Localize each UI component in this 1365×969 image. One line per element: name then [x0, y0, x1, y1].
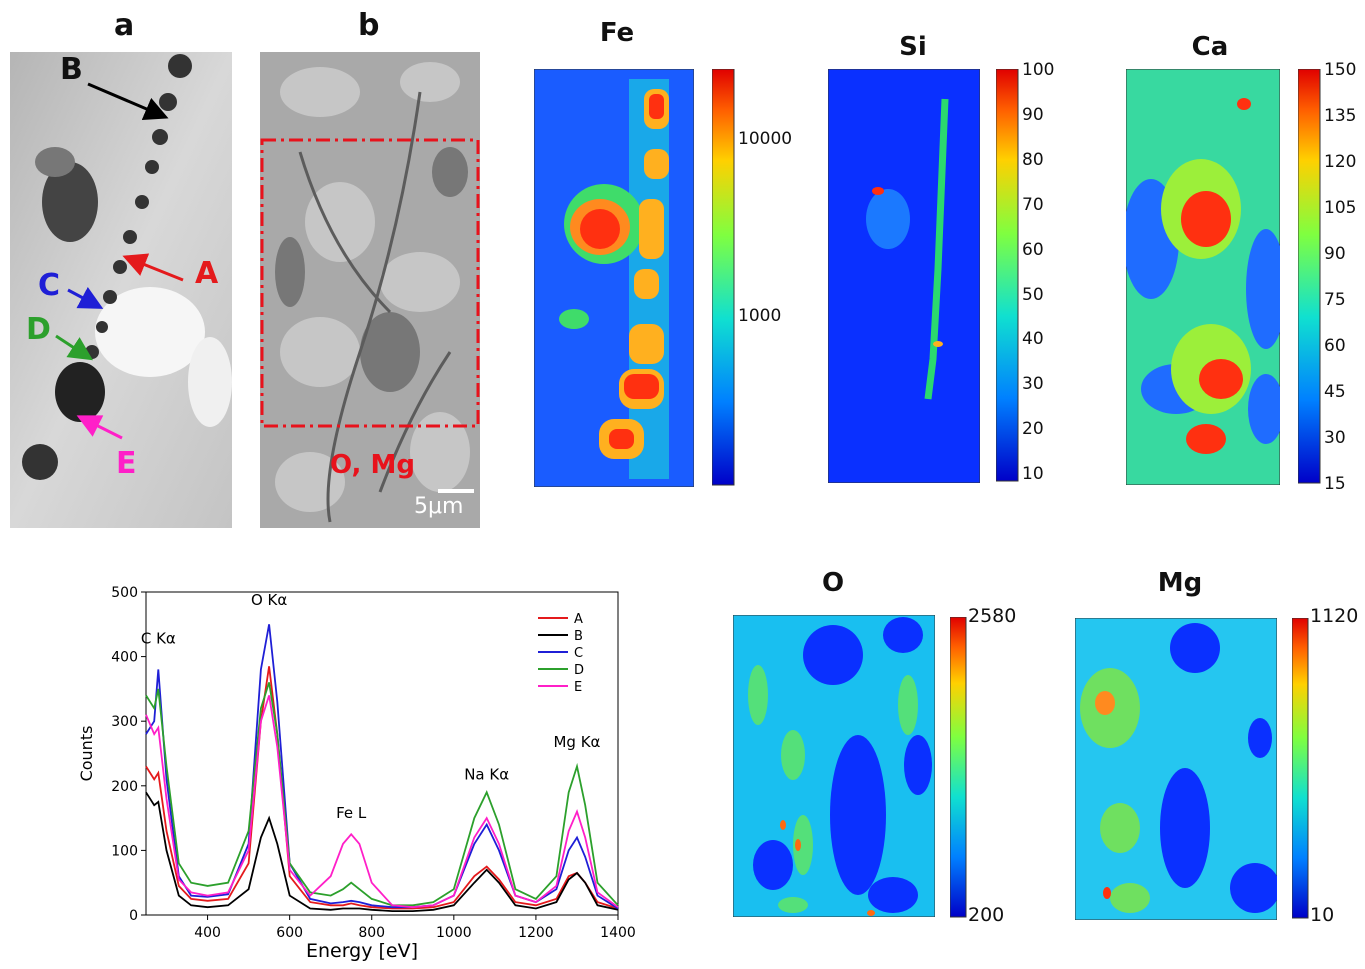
series-line-C — [145, 624, 619, 910]
map-ca-colorbar — [1298, 69, 1321, 484]
legend-label-A: A — [574, 612, 583, 627]
map-o-title: O — [821, 568, 845, 598]
map-si-tick-6: 40 — [1022, 329, 1044, 349]
panel-a-arrows — [55, 82, 184, 440]
y-tick-label: 500 — [111, 585, 138, 601]
map-ca-tick-6: 60 — [1324, 336, 1346, 356]
arrow-e — [76, 415, 123, 440]
x-tick-label: 600 — [276, 925, 303, 941]
map-ca-image — [1126, 69, 1280, 485]
label-e: E — [116, 446, 137, 481]
y-axis-label: Counts — [77, 726, 96, 782]
map-ca-tick-2: 120 — [1324, 152, 1357, 172]
peak-label: C Kα — [141, 630, 176, 648]
map-si-image — [828, 69, 980, 483]
map-si-tick-0: 100 — [1022, 60, 1055, 80]
map-ca-tick-4: 90 — [1324, 244, 1346, 264]
map-o-tick-0: 2580 — [968, 605, 1017, 627]
map-ca-tick-5: 75 — [1324, 290, 1346, 310]
arrow-a — [122, 253, 184, 282]
label-c: C — [38, 268, 61, 303]
plot-frame — [145, 591, 619, 916]
map-si-colorbar — [996, 69, 1019, 482]
panel-b-image — [260, 52, 480, 528]
map-ca-tick-9: 15 — [1324, 474, 1346, 494]
map-o-colorbar — [950, 617, 967, 918]
map-ca-tick-3: 105 — [1324, 198, 1357, 218]
legend-label-E: E — [574, 680, 582, 695]
peak-label: Na Kα — [464, 765, 509, 783]
y-tick-label: 200 — [111, 779, 138, 795]
spectrum-chart: 400 600 800 1000 1200 1400 0 100 200 300 400 500 Ene… — [77, 585, 636, 962]
series-line-B — [145, 791, 619, 912]
legend-label-B: B — [574, 629, 583, 644]
y-tick-label: 400 — [111, 650, 138, 666]
peak-label: O Kα — [251, 591, 287, 609]
map-fe-title: Fe — [599, 18, 635, 48]
legend-label-D: D — [574, 663, 584, 678]
series-line-A — [145, 666, 619, 910]
label-d: D — [26, 312, 51, 347]
map-mg-colorbar — [1292, 618, 1309, 919]
y-tick-label: 0 — [129, 908, 138, 924]
map-o-image — [733, 615, 935, 917]
map-fe-tick-1: 1000 — [738, 306, 782, 326]
map-mg-image — [1075, 618, 1277, 920]
arrow-c — [67, 286, 104, 309]
label-b: B — [60, 52, 83, 87]
y-tick-label: 300 — [111, 714, 138, 730]
legend-label-C: C — [574, 646, 583, 661]
y-tick-label: 100 — [111, 843, 138, 859]
arrow-d — [55, 334, 94, 361]
map-si-tick-9: 10 — [1022, 464, 1044, 484]
series-line-E — [145, 695, 619, 909]
panel-a-letter: a — [114, 8, 135, 43]
map-ca-tick-8: 30 — [1324, 428, 1346, 448]
panel-a-image — [10, 52, 232, 528]
map-fe-colorbar — [712, 69, 735, 486]
series-line-D — [145, 682, 619, 907]
map-si-tick-7: 30 — [1022, 374, 1044, 394]
map-mg-tick-0: 1120 — [1310, 605, 1359, 627]
peak-label: Fe L — [336, 804, 367, 822]
peak-label: Mg Kα — [553, 733, 600, 751]
x-tick-label: 400 — [194, 925, 221, 941]
panel-b-region-label: O, Mg — [330, 450, 415, 480]
map-fe-tick-0: 10000 — [738, 129, 793, 149]
label-a: A — [195, 256, 219, 291]
panel-b-letter: b — [358, 8, 380, 43]
map-o-tick-1: 200 — [968, 904, 1005, 926]
map-si-tick-1: 90 — [1022, 105, 1044, 125]
map-ca-tick-7: 45 — [1324, 382, 1346, 402]
map-si-title: Si — [899, 32, 927, 62]
map-si-tick-8: 20 — [1022, 419, 1044, 439]
map-si-tick-3: 70 — [1022, 195, 1044, 215]
arrow-b — [87, 82, 169, 120]
map-si-tick-2: 80 — [1022, 150, 1044, 170]
x-tick-label: 800 — [358, 925, 385, 941]
map-si-tick-5: 50 — [1022, 285, 1044, 305]
map-ca-title: Ca — [1191, 32, 1229, 62]
x-axis-label: Energy [eV] — [306, 940, 418, 962]
map-fe-image — [534, 69, 694, 487]
x-tick-label: 1000 — [436, 925, 472, 941]
map-mg-tick-1: 10 — [1310, 904, 1335, 926]
map-ca-tick-1: 135 — [1324, 106, 1357, 126]
map-ca-tick-0: 150 — [1324, 60, 1357, 80]
map-si-tick-4: 60 — [1022, 240, 1044, 260]
scale-bar-label: 5μm — [414, 494, 464, 519]
x-tick-label: 1400 — [600, 925, 636, 941]
map-mg-title: Mg — [1157, 568, 1203, 598]
x-tick-label: 1200 — [518, 925, 554, 941]
